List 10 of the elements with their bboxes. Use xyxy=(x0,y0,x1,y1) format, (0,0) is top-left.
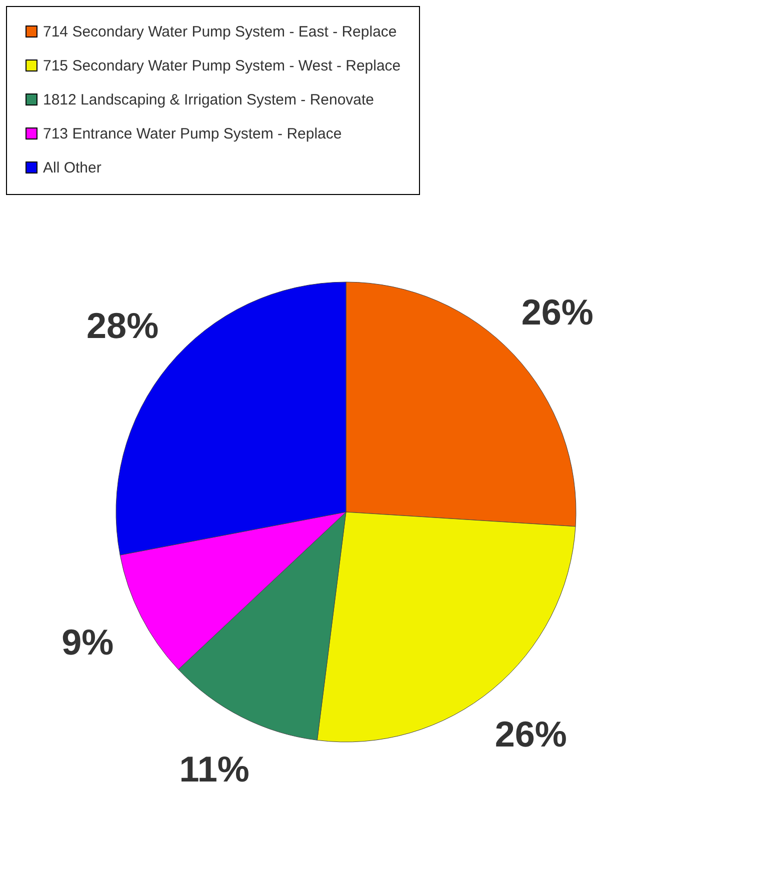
legend-label: 714 Secondary Water Pump System - East - Replace xyxy=(43,24,397,40)
legend-label: 713 Entrance Water Pump System - Replace xyxy=(43,126,342,142)
data-label: 9% xyxy=(62,622,114,663)
legend-label: 715 Secondary Water Pump System - West - Replace xyxy=(43,58,401,74)
legend-label: All Other xyxy=(43,160,102,176)
data-label: 28% xyxy=(86,305,159,346)
legend-label: 1812 Landscaping & Irrigation System - Renovate xyxy=(43,92,374,108)
data-label: 26% xyxy=(494,713,567,754)
data-label: 26% xyxy=(521,291,594,332)
data-label: 11% xyxy=(179,748,250,790)
